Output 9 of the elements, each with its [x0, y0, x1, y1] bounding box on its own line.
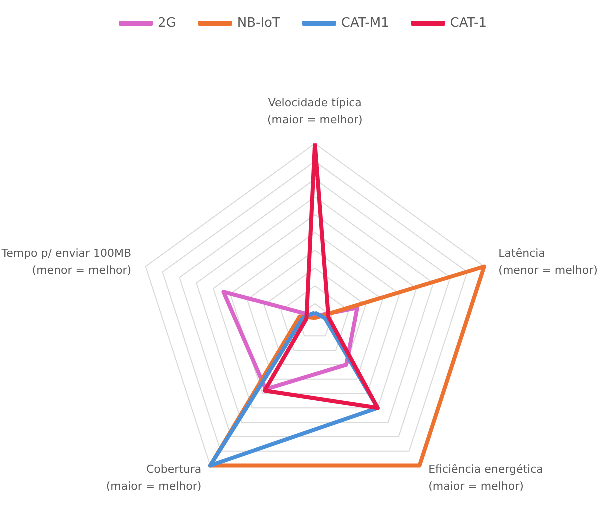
spoke-label: Cobertura (maior = melhor)	[106, 462, 202, 493]
legend-label: CAT-1	[450, 16, 487, 31]
spoke-label: Tempo p/ enviar 100MB (menor = melhor)	[0, 247, 132, 278]
spoke-label: Latência (menor = melhor)	[498, 247, 598, 278]
spoke-label: Velocidade típica (maior = melhor)	[267, 96, 363, 127]
spoke-label: Eficiência energética (maior = melhor)	[428, 462, 544, 493]
legend-label: CAT-M1	[341, 16, 390, 31]
legend-label: NB-IoT	[237, 16, 280, 31]
legend-label: 2G	[158, 16, 176, 31]
